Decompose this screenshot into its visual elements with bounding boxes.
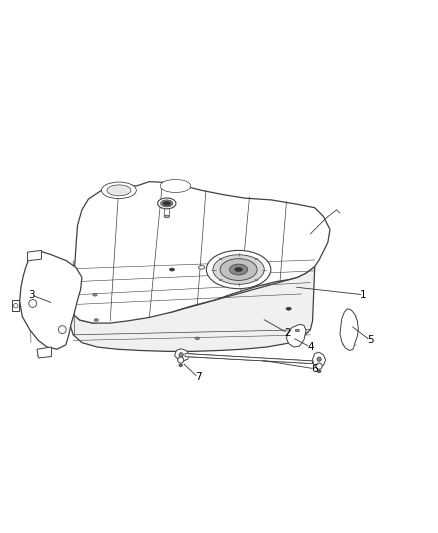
- Ellipse shape: [163, 201, 171, 206]
- Ellipse shape: [179, 353, 184, 357]
- Ellipse shape: [161, 200, 173, 207]
- Polygon shape: [175, 349, 189, 361]
- Ellipse shape: [317, 357, 321, 361]
- Ellipse shape: [107, 185, 131, 196]
- Polygon shape: [37, 347, 51, 358]
- Ellipse shape: [102, 182, 136, 199]
- Text: 6: 6: [311, 364, 318, 374]
- Ellipse shape: [93, 294, 97, 296]
- Ellipse shape: [220, 259, 257, 280]
- Polygon shape: [185, 353, 313, 364]
- Ellipse shape: [318, 370, 321, 373]
- Ellipse shape: [235, 268, 243, 272]
- Polygon shape: [340, 309, 358, 351]
- Text: 1: 1: [360, 290, 367, 300]
- Polygon shape: [70, 266, 315, 351]
- Polygon shape: [70, 182, 330, 323]
- Text: 5: 5: [367, 335, 374, 345]
- Ellipse shape: [206, 251, 271, 289]
- Ellipse shape: [195, 337, 199, 340]
- Polygon shape: [20, 251, 82, 349]
- Ellipse shape: [179, 364, 183, 367]
- Polygon shape: [28, 251, 42, 261]
- Text: 3: 3: [28, 290, 34, 300]
- Polygon shape: [12, 300, 19, 311]
- Ellipse shape: [178, 357, 184, 363]
- Ellipse shape: [160, 180, 191, 192]
- Ellipse shape: [29, 300, 37, 308]
- Ellipse shape: [170, 268, 175, 271]
- Ellipse shape: [158, 198, 176, 209]
- Text: 2: 2: [284, 328, 291, 338]
- Ellipse shape: [94, 319, 99, 321]
- Polygon shape: [286, 325, 306, 347]
- Ellipse shape: [316, 363, 322, 369]
- Ellipse shape: [14, 303, 18, 308]
- Ellipse shape: [295, 329, 300, 332]
- Ellipse shape: [286, 307, 291, 310]
- Text: 7: 7: [195, 373, 201, 383]
- Text: 4: 4: [307, 342, 314, 352]
- Ellipse shape: [213, 255, 264, 284]
- Ellipse shape: [164, 215, 170, 218]
- Ellipse shape: [230, 264, 248, 275]
- Ellipse shape: [58, 326, 66, 334]
- Ellipse shape: [198, 265, 205, 269]
- Polygon shape: [313, 352, 325, 367]
